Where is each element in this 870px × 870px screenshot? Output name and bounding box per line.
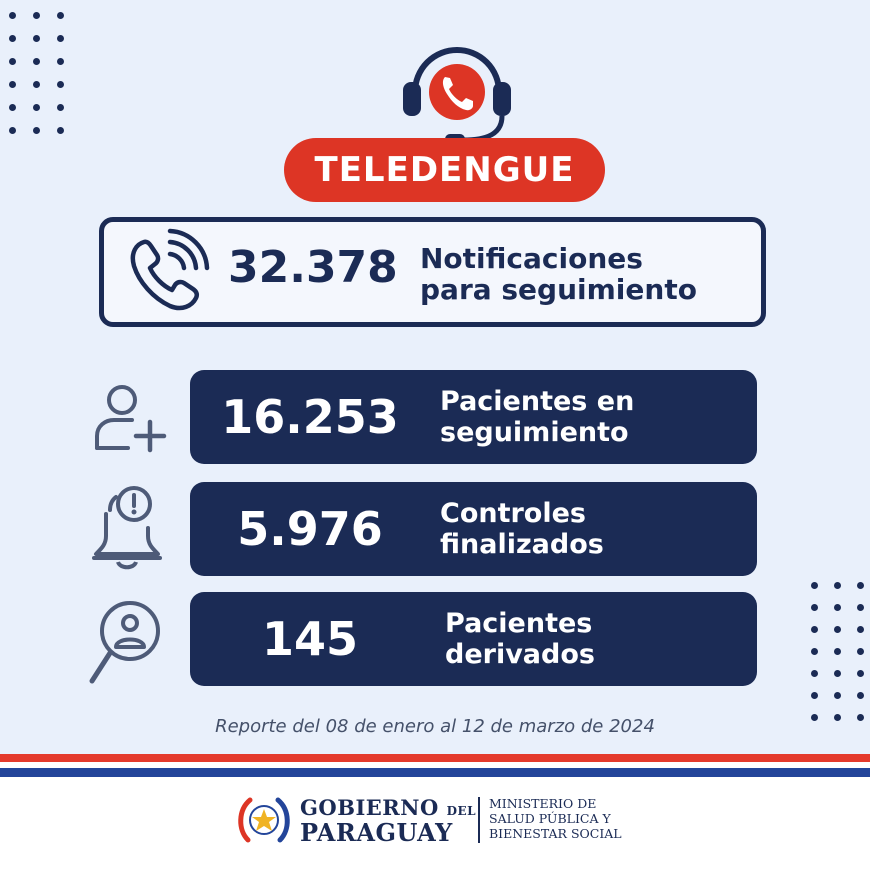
stat-card-completed-checks: 5.976 Controles finalizados bbox=[190, 482, 757, 576]
headset-phone-icon bbox=[403, 47, 511, 145]
notifications-label-line1: Notificaciones bbox=[420, 242, 643, 275]
flag-stripe-white bbox=[0, 762, 870, 768]
footer bbox=[0, 777, 870, 870]
stat-value: 5.976 bbox=[237, 502, 383, 556]
stat-label-line2: seguimiento bbox=[440, 417, 629, 448]
stat-label-line1: Controles bbox=[440, 498, 586, 529]
bell-alert-icon bbox=[92, 486, 162, 570]
stat-card-patients-followup: 16.253 Pacientes en seguimiento bbox=[190, 370, 757, 464]
ministry-name: MINISTERIO DE SALUD PÚBLICA Y BIENESTAR … bbox=[489, 796, 622, 841]
decorative-dots-top-left bbox=[9, 12, 64, 134]
add-user-icon bbox=[95, 385, 167, 453]
flag-stripe-blue bbox=[0, 768, 870, 777]
government-name-del: DEL bbox=[446, 804, 477, 818]
page-title: TELEDENGUE bbox=[284, 138, 605, 202]
footer-divider bbox=[478, 797, 480, 843]
government-name-line1: GOBIERNO DEL bbox=[300, 795, 476, 820]
ministry-name-line3: BIENESTAR SOCIAL bbox=[489, 826, 622, 841]
stat-label: Pacientes derivados bbox=[445, 608, 745, 670]
notifications-card bbox=[99, 217, 766, 327]
stat-label-line2: derivados bbox=[445, 639, 595, 670]
stat-label: Pacientes en seguimiento bbox=[440, 386, 740, 448]
government-name-line2: PARAGUAY bbox=[300, 818, 453, 847]
ministry-name-line1: MINISTERIO DE bbox=[489, 796, 597, 811]
government-seal-logo bbox=[238, 797, 290, 843]
government-name-gobierno: GOBIERNO bbox=[300, 795, 439, 820]
phone-ringing-icon bbox=[130, 228, 210, 311]
stat-card-referred-patients: 145 Pacientes derivados bbox=[190, 592, 757, 686]
stat-label-line2: finalizados bbox=[440, 529, 604, 560]
stat-label: Controles finalizados bbox=[440, 498, 740, 560]
report-period: Reporte del 08 de enero al 12 de marzo d… bbox=[215, 716, 655, 737]
user-search-icon bbox=[89, 601, 160, 684]
stat-label-line1: Pacientes en bbox=[440, 386, 635, 417]
notifications-label-line2: para seguimiento bbox=[420, 273, 697, 306]
decorative-dots-bottom-right bbox=[811, 582, 864, 721]
stat-label-line1: Pacientes bbox=[445, 608, 593, 639]
notifications-label: Notificaciones para seguimiento bbox=[420, 243, 750, 305]
flag-stripe-red bbox=[0, 754, 870, 762]
stat-value: 16.253 bbox=[221, 390, 399, 444]
stat-value: 145 bbox=[261, 612, 359, 666]
ministry-name-line2: SALUD PÚBLICA Y bbox=[489, 811, 611, 826]
notifications-value: 32.378 bbox=[228, 242, 398, 293]
